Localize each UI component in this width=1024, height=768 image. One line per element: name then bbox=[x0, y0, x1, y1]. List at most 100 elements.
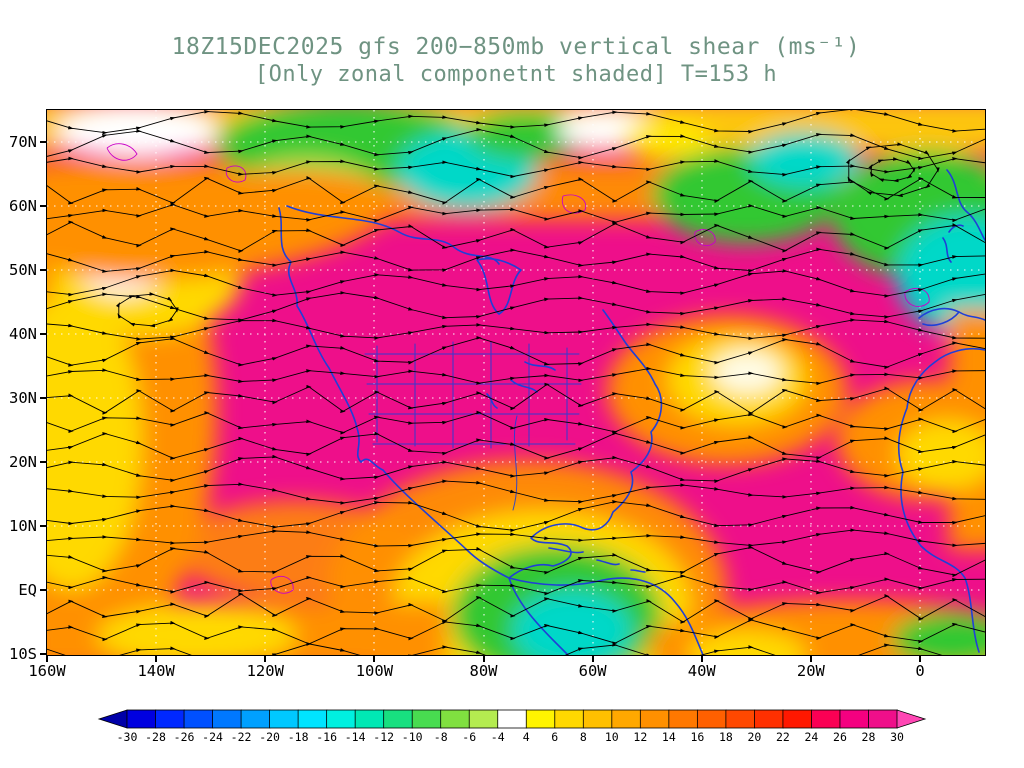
colorbar-arrow bbox=[97, 709, 128, 729]
colorbar-label: -10 bbox=[402, 730, 423, 744]
x-tick-label: 0 bbox=[915, 662, 925, 680]
colorbar-label: -4 bbox=[491, 730, 505, 744]
x-tick-mark bbox=[155, 655, 158, 662]
colorbar-label: 28 bbox=[862, 730, 876, 744]
colorbar-segment bbox=[155, 709, 185, 729]
y-tick-label: EQ bbox=[18, 581, 37, 599]
colorbar-segment bbox=[269, 709, 299, 729]
map-plot-area: 70N 60N 50N 40N 30N 20N 10N EQ 10S 160W 140W 120W 10… bbox=[9, 109, 986, 680]
x-tick-mark bbox=[46, 655, 48, 662]
y-tick-label: 70N bbox=[9, 133, 37, 151]
colorbar-label: -12 bbox=[373, 730, 394, 744]
colorbar-segment bbox=[668, 709, 699, 729]
colorbar-segment bbox=[212, 709, 242, 729]
colorbar-segment bbox=[240, 709, 271, 729]
colorbar-label: 6 bbox=[551, 730, 558, 744]
colorbar-segment bbox=[782, 709, 813, 729]
colorbar-label: 22 bbox=[776, 730, 790, 744]
colorbar-label: 8 bbox=[580, 730, 587, 744]
colorbar-segment bbox=[754, 709, 784, 729]
colorbar-label: 14 bbox=[662, 730, 676, 744]
map-subtitle: [Only zonal componetnt shaded] T=153 h bbox=[254, 61, 778, 87]
y-tick-mark bbox=[40, 397, 47, 399]
y-tick-mark bbox=[40, 269, 47, 271]
y-tick-mark bbox=[40, 589, 47, 591]
colorbar-segment bbox=[297, 709, 328, 729]
colorbar-label: 18 bbox=[719, 730, 733, 744]
y-tick-label: 20N bbox=[9, 453, 37, 471]
colorbar-segment bbox=[326, 709, 356, 729]
y-tick-mark bbox=[40, 205, 47, 207]
x-tick-label: 100W bbox=[355, 662, 394, 680]
x-tick-label: 20W bbox=[796, 662, 825, 680]
y-tick-mark bbox=[40, 653, 47, 655]
colorbar-label: 20 bbox=[747, 730, 761, 744]
x-tick-mark bbox=[264, 655, 267, 662]
x-tick-label: 120W bbox=[246, 662, 284, 680]
colorbar-label: 26 bbox=[833, 730, 847, 744]
y-tick-label: 10S bbox=[9, 645, 37, 663]
y-tick-mark bbox=[40, 141, 47, 143]
x-tick-label: 80W bbox=[469, 662, 498, 680]
colorbar-label: -16 bbox=[316, 730, 337, 744]
colorbar-label: -30 bbox=[117, 730, 138, 744]
x-tick-mark bbox=[373, 655, 376, 662]
colorbar-segment bbox=[868, 709, 898, 729]
colorbar-svg: -30 -28 -26 -24 -22 -20 -18 -16 -14 -12 -10 -8 -6 -4 4… bbox=[97, 709, 927, 744]
y-tick-label: 60N bbox=[9, 197, 37, 215]
y-tick-label: 10N bbox=[9, 517, 37, 535]
colorbar-segment bbox=[839, 709, 870, 729]
colorbar-segment bbox=[183, 709, 214, 729]
colorbar-label: -22 bbox=[231, 730, 252, 744]
colorbar-segment bbox=[468, 709, 499, 729]
y-tick-label: 30N bbox=[9, 389, 37, 407]
colorbar-segment bbox=[639, 709, 670, 729]
x-tick-label: 60W bbox=[578, 662, 607, 680]
colorbar-segment bbox=[582, 709, 613, 729]
x-tick-label: 40W bbox=[687, 662, 716, 680]
colorbar-label: -28 bbox=[145, 730, 166, 744]
y-tick-mark bbox=[40, 461, 47, 463]
streamlines-layer bbox=[47, 110, 985, 655]
colorbar-segment bbox=[126, 709, 157, 729]
colorbar: -30 -28 -26 -24 -22 -20 -18 -16 -14 -12 -10 -8 -6 -4 4… bbox=[97, 708, 927, 748]
colorbar-label: -20 bbox=[259, 730, 280, 744]
colorbar-label: -14 bbox=[345, 730, 366, 744]
y-tick-label: 50N bbox=[9, 261, 37, 279]
shear-map-canvas bbox=[47, 110, 985, 655]
colorbar-segment bbox=[696, 709, 727, 729]
colorbar-label: -18 bbox=[288, 730, 309, 744]
colorbar-segment bbox=[611, 709, 642, 729]
x-tick-mark bbox=[482, 655, 485, 662]
colorbar-segment bbox=[440, 709, 471, 729]
x-tick-mark bbox=[809, 655, 812, 662]
colorbar-label: -24 bbox=[202, 730, 223, 744]
map-title: 18Z15DEC2025 gfs 200−850mb vertical shea… bbox=[171, 34, 861, 60]
colorbar-segment bbox=[725, 709, 756, 729]
x-tick-mark bbox=[700, 655, 703, 662]
colorbar-label: 10 bbox=[605, 730, 619, 744]
colorbar-label: 24 bbox=[805, 730, 819, 744]
y-tick-mark bbox=[40, 525, 47, 527]
chart-titles: 18Z15DEC2025 gfs 200−850mb vertical shea… bbox=[47, 34, 985, 88]
colorbar-segment bbox=[811, 709, 841, 729]
colorbar-label: 16 bbox=[690, 730, 704, 744]
x-tick-label: 160W bbox=[28, 662, 66, 680]
colorbar-arrow bbox=[896, 709, 927, 729]
colorbar-segment bbox=[525, 709, 556, 729]
x-tick-label: 140W bbox=[137, 662, 175, 680]
colorbar-segment bbox=[554, 709, 585, 729]
x-tick-mark bbox=[591, 655, 594, 662]
colorbar-label: -26 bbox=[174, 730, 195, 744]
colorbar-label: 4 bbox=[523, 730, 530, 744]
colorbar-label: -8 bbox=[434, 730, 448, 744]
colorbar-label: 12 bbox=[633, 730, 647, 744]
y-tick-mark bbox=[40, 333, 47, 335]
colorbar-label: 30 bbox=[890, 730, 904, 744]
colorbar-segment bbox=[383, 709, 413, 729]
colorbar-segment bbox=[354, 709, 385, 729]
x-tick-mark bbox=[919, 655, 921, 662]
colorbar-segment bbox=[411, 709, 442, 729]
colorbar-label: -6 bbox=[462, 730, 476, 744]
